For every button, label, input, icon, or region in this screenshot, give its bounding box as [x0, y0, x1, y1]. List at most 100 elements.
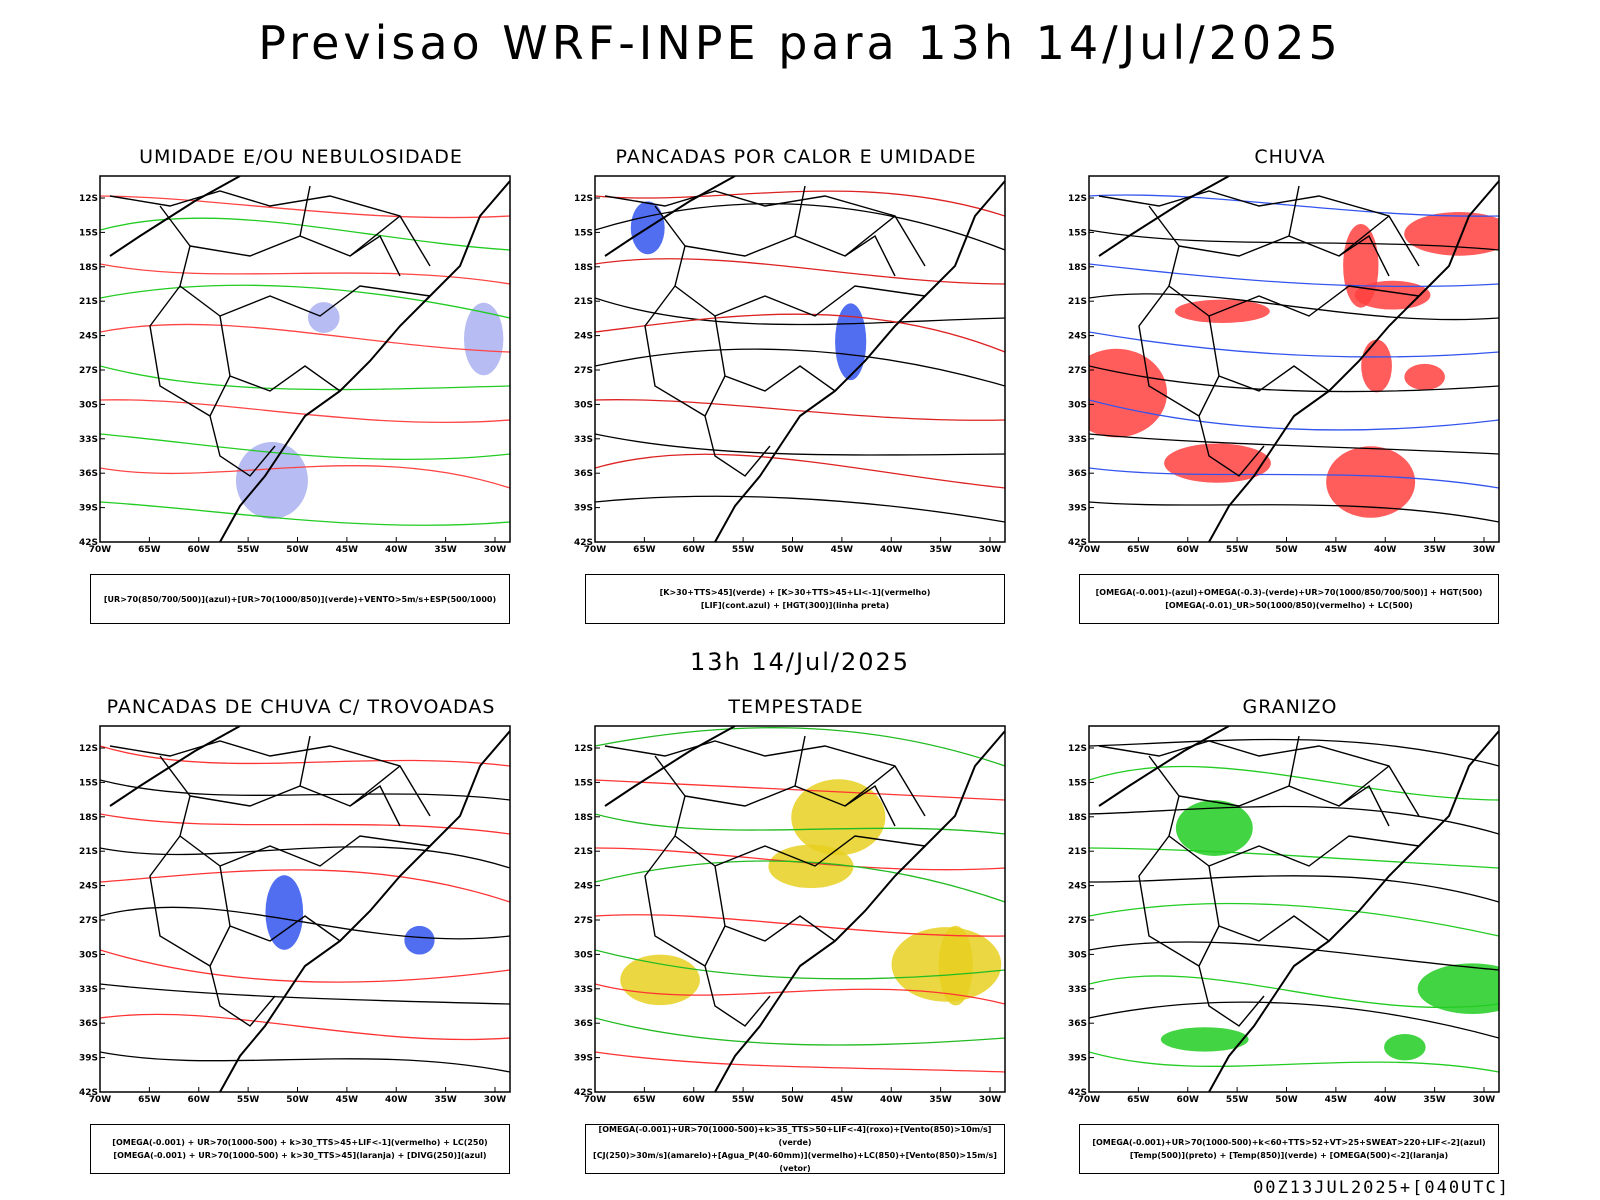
contour-line	[1089, 847, 1499, 869]
lat-label: 42S	[1068, 538, 1087, 548]
lat-label: 27S	[79, 916, 98, 926]
lon-label: 55W	[237, 1095, 260, 1105]
lon-label: 35W	[929, 1095, 952, 1105]
panel-title: GRANIZO	[1242, 696, 1338, 718]
lat-label: 15S	[574, 228, 593, 238]
shaded-area	[620, 954, 700, 1006]
map-content	[100, 176, 510, 542]
lon-label: 30W	[1473, 1095, 1496, 1105]
lon-label: 50W	[286, 1095, 309, 1105]
lat-label: 36S	[1068, 469, 1087, 479]
state-border	[644, 285, 706, 417]
panel-title: TEMPESTADE	[728, 696, 864, 718]
lon-label: 70W	[584, 1095, 607, 1105]
contour-line	[1089, 902, 1499, 937]
lon-label: 65W	[138, 545, 161, 555]
lat-label: 30S	[79, 950, 98, 960]
shaded-area	[265, 875, 304, 950]
lon-label: 30W	[484, 1095, 507, 1105]
lat-label: 30S	[1068, 950, 1087, 960]
lon-label: 55W	[1226, 545, 1249, 555]
lat-label: 33S	[574, 985, 593, 995]
coastline	[1098, 726, 1499, 1092]
map-content	[595, 176, 1005, 542]
lat-label: 36S	[79, 1019, 98, 1029]
shaded-area	[463, 302, 504, 376]
lat-label: 42S	[574, 538, 593, 548]
panel-caption: [OMEGA(-0.001)+UR>70(1000-500)+k<60+TTS>…	[1079, 1124, 1499, 1174]
lon-label: 30W	[484, 545, 507, 555]
contour-line	[1089, 467, 1499, 489]
lat-label: 39S	[79, 1054, 98, 1064]
contour-line	[595, 258, 1005, 285]
contour-line	[100, 323, 510, 353]
lat-label: 12S	[79, 194, 98, 204]
lat-label: 39S	[1068, 504, 1087, 514]
coastline	[604, 176, 1005, 542]
caption-line: [CJ(250)>30m/s](amarelo)+[Agua_P(40-60mm…	[593, 1151, 997, 1173]
state-border	[159, 755, 431, 867]
lon-label: 60W	[1177, 1095, 1200, 1105]
lat-label: 12S	[1068, 744, 1087, 754]
contour-line	[100, 501, 510, 526]
lon-label: 30W	[979, 1095, 1002, 1105]
lon-label: 50W	[781, 545, 804, 555]
state-border	[1288, 185, 1390, 277]
lat-label: 21S	[79, 847, 98, 857]
lat-label: 27S	[79, 366, 98, 376]
lat-label: 36S	[79, 469, 98, 479]
panel-tempestade: TEMPESTADE 12S 15S 18S 21S 24S 27S 30S 33S 36S 39…	[574, 696, 1007, 1174]
state-border	[654, 205, 926, 317]
lon-label: 45W	[1325, 545, 1348, 555]
state-border	[109, 740, 431, 817]
contour-line	[100, 906, 510, 940]
contour-line	[1089, 738, 1499, 767]
contour-line	[1089, 433, 1499, 455]
lon-label: 50W	[286, 545, 309, 555]
caption-line: [OMEGA(-0.01)_UR>50(1000/850)(vermelho) …	[1165, 601, 1413, 610]
state-border	[704, 375, 771, 477]
contour-line	[100, 983, 510, 1005]
lat-label: 39S	[574, 1054, 593, 1064]
contour-line	[100, 1051, 510, 1073]
lat-label: 18S	[1068, 813, 1087, 823]
shaded-area	[404, 925, 435, 955]
contour-line	[595, 727, 1005, 767]
state-border	[794, 735, 896, 827]
lon-label: 35W	[1423, 1095, 1446, 1105]
shaded-area	[1384, 1034, 1426, 1061]
map-frame	[99, 725, 511, 1093]
lat-label: 42S	[79, 1088, 98, 1098]
shaded-area	[307, 302, 340, 333]
panel-caption: [UR>70(850/700/500)](azul)+[UR>70(1000/8…	[90, 574, 510, 624]
contour-line	[1089, 941, 1499, 971]
lon-label: 70W	[89, 545, 112, 555]
lat-label: 12S	[79, 744, 98, 754]
run-timestamp: 00Z13JUL2025+[040UTC]	[1253, 1178, 1510, 1198]
contour-line	[595, 983, 1005, 1005]
lat-label: 33S	[1068, 435, 1087, 445]
coastline	[109, 176, 510, 542]
caption-line: [UR>70(850/700/500)](azul)+[UR>70(1000/8…	[103, 594, 497, 604]
lon-label: 35W	[929, 545, 952, 555]
shaded-area	[835, 303, 867, 381]
state-border	[149, 835, 211, 967]
coastline	[1098, 176, 1499, 542]
lon-label: 45W	[831, 545, 854, 555]
contour-line	[1089, 501, 1499, 523]
contour-line	[1089, 365, 1499, 393]
state-border	[1208, 315, 1330, 392]
lat-label: 12S	[1068, 194, 1087, 204]
lat-label: 33S	[79, 985, 98, 995]
lat-label: 33S	[574, 435, 593, 445]
contour-line	[100, 433, 510, 461]
panel-title: UMIDADE E/OU NEBULOSIDADE	[139, 146, 463, 168]
panel-caption: [OMEGA(-0.001)-(azul)+OMEGA(-0.3)-(verde…	[1079, 574, 1499, 624]
lon-label: 35W	[434, 545, 457, 555]
shaded-area	[1417, 963, 1499, 1014]
contour-line	[100, 399, 510, 424]
contour-line	[1089, 194, 1499, 217]
state-border	[1208, 865, 1330, 942]
